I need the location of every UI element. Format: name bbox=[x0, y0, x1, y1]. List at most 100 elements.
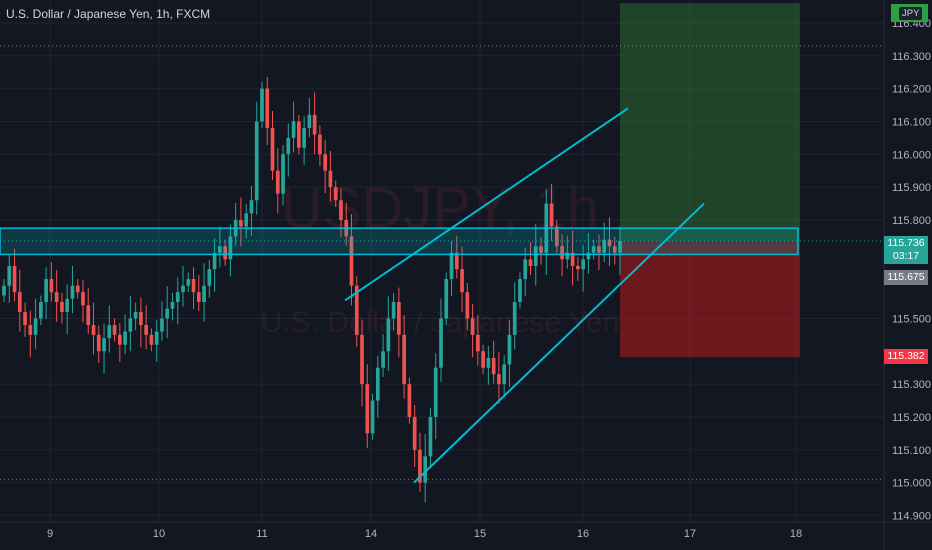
candle-body bbox=[507, 334, 512, 365]
candles bbox=[0, 45, 884, 503]
candle-body bbox=[291, 121, 296, 138]
candle-body bbox=[54, 292, 59, 303]
candle-body bbox=[260, 88, 264, 122]
x-tick-label: 9 bbox=[47, 528, 53, 540]
watermark: USDJPY, 1h U.S. Dollar / Japanese Yen bbox=[261, 176, 620, 339]
candle-body bbox=[302, 128, 306, 148]
y-tick-label: 115.800 bbox=[892, 215, 931, 227]
candle-body bbox=[375, 367, 380, 401]
candle-body bbox=[449, 252, 454, 280]
candle-body bbox=[102, 338, 106, 352]
candle-body bbox=[218, 246, 222, 253]
candle-body bbox=[423, 456, 428, 483]
y-tick-label: 115.500 bbox=[892, 313, 931, 325]
candle-body bbox=[2, 285, 6, 296]
x-tick-label: 10 bbox=[153, 528, 165, 540]
entry-price-tag: 115.675 bbox=[884, 270, 928, 285]
candle-body bbox=[618, 240, 622, 253]
x-tick-label: 14 bbox=[365, 528, 377, 540]
candle-body bbox=[460, 269, 464, 293]
candle-body bbox=[91, 325, 96, 335]
candle-body bbox=[133, 311, 138, 319]
candle-body bbox=[181, 285, 185, 293]
y-tick-label: 116.000 bbox=[892, 149, 931, 161]
candle-body bbox=[207, 269, 212, 286]
candle-body bbox=[144, 325, 148, 335]
candle-body bbox=[502, 364, 507, 385]
candle-body bbox=[370, 400, 375, 434]
candle-body bbox=[65, 298, 70, 312]
candle-body bbox=[323, 154, 328, 171]
y-tick-label: 114.900 bbox=[892, 510, 931, 522]
candle-body bbox=[33, 318, 38, 335]
candle-body bbox=[454, 252, 459, 270]
y-tick-label: 115.300 bbox=[892, 379, 931, 391]
candle-body bbox=[296, 121, 301, 148]
candle-body bbox=[402, 334, 406, 385]
y-tick-label: 116.100 bbox=[892, 116, 931, 128]
candle-body bbox=[39, 302, 43, 319]
candle-body bbox=[554, 226, 559, 247]
candle-body bbox=[239, 219, 243, 227]
candle-body bbox=[17, 292, 22, 312]
candle-body bbox=[333, 187, 338, 201]
candle-body bbox=[476, 334, 480, 352]
current-price: 115.736 bbox=[887, 237, 925, 249]
candle-body bbox=[328, 170, 333, 188]
stop-zone bbox=[620, 240, 800, 358]
candle-body bbox=[433, 367, 438, 417]
candle-body bbox=[75, 285, 80, 293]
candle-body bbox=[560, 246, 564, 260]
x-tick-label: 17 bbox=[684, 528, 696, 540]
y-tick-label: 115.100 bbox=[892, 445, 931, 457]
candle-body bbox=[602, 239, 607, 253]
candle-body bbox=[612, 246, 617, 253]
candle-body bbox=[418, 449, 422, 483]
candle-body bbox=[407, 384, 412, 417]
time-axis[interactable]: 9 10 11 14 15 16 17 18 bbox=[0, 521, 932, 540]
candle-body bbox=[186, 279, 191, 286]
bar-countdown: 03:17 bbox=[892, 250, 920, 262]
candle-body bbox=[381, 351, 385, 368]
candle-body bbox=[112, 325, 117, 335]
stop-price-tag: 115.382 bbox=[884, 349, 928, 364]
candle-body bbox=[318, 134, 322, 155]
candle-body bbox=[170, 302, 175, 309]
candle-body bbox=[228, 236, 233, 260]
candle-body bbox=[28, 325, 33, 335]
candle-body bbox=[149, 334, 154, 345]
candle-body bbox=[270, 128, 275, 171]
candle-body bbox=[196, 292, 201, 303]
candle-body bbox=[312, 114, 317, 135]
candle-body bbox=[117, 334, 122, 345]
candle-body bbox=[518, 279, 522, 303]
x-tick-label: 18 bbox=[790, 528, 802, 540]
channel-lower-line bbox=[413, 202, 705, 484]
candle-body bbox=[60, 302, 64, 312]
y-tick-label: 116.200 bbox=[892, 84, 931, 96]
y-tick-label: 115.900 bbox=[892, 182, 931, 194]
candle-body bbox=[470, 318, 475, 335]
position-zones bbox=[620, 3, 800, 358]
candle-body bbox=[281, 154, 285, 194]
candle-body bbox=[576, 265, 580, 270]
candle-body bbox=[591, 246, 596, 253]
candle-body bbox=[265, 88, 270, 129]
candle-body bbox=[339, 200, 343, 220]
candle-body bbox=[465, 292, 470, 319]
candle-body bbox=[444, 279, 449, 319]
candle-body bbox=[497, 374, 501, 385]
price-axis[interactable]: 116.400116.300116.200116.100116.000115.9… bbox=[883, 0, 931, 550]
candle-body bbox=[354, 285, 359, 335]
currency-badge[interactable]: JPY bbox=[891, 4, 928, 22]
candle-body bbox=[160, 318, 164, 332]
x-tick-label: 16 bbox=[577, 528, 589, 540]
candle-body bbox=[581, 259, 585, 270]
drawings[interactable] bbox=[0, 107, 799, 484]
candle-body bbox=[439, 318, 443, 368]
candle-body bbox=[397, 302, 401, 335]
candle-body bbox=[165, 308, 170, 319]
candle-body bbox=[349, 236, 354, 286]
candle-body bbox=[275, 170, 280, 194]
